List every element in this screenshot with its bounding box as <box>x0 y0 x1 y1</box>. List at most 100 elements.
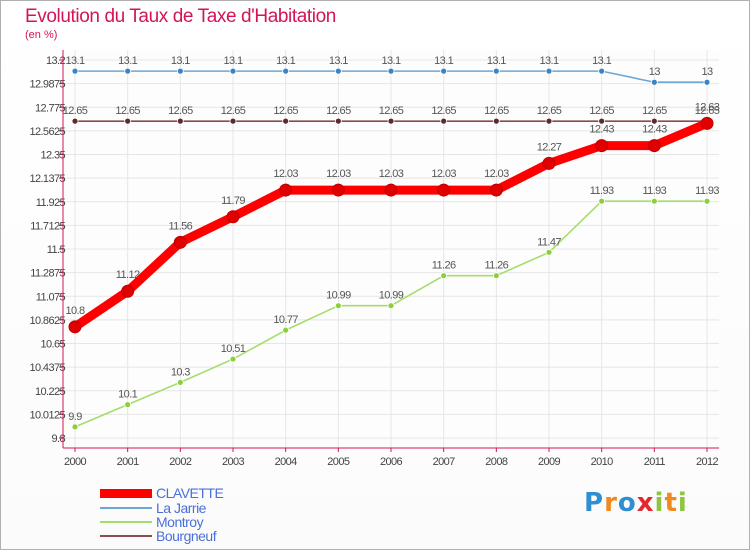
legend-item-clavette: CLAVETTE <box>100 485 300 501</box>
logo-letter: o <box>617 488 637 518</box>
y-tick-label: 12.5625 <box>29 126 65 138</box>
data-point-montroy <box>440 272 448 280</box>
data-label-bourgneuf: 12.65 <box>379 105 404 117</box>
data-label-la-jarrie: 13.1 <box>223 55 242 67</box>
data-label-montroy: 10.51 <box>221 343 246 355</box>
data-point-bourgneuf <box>440 117 448 125</box>
data-point-montroy <box>176 379 184 386</box>
data-point-montroy <box>229 355 237 363</box>
data-label-montroy: 10.3 <box>171 366 190 378</box>
y-tick-label: 12.9875 <box>29 79 65 91</box>
data-label-clavette: 12.03 <box>431 168 456 180</box>
x-tick-label: 2003 <box>222 456 245 468</box>
data-label-bourgneuf: 12.65 <box>589 105 614 117</box>
legend-swatch-la-jarrie <box>100 507 152 509</box>
data-point-bourgneuf <box>71 117 79 125</box>
x-tick-label: 2012 <box>696 456 719 468</box>
data-label-bourgneuf: 12.65 <box>168 105 193 117</box>
data-label-la-jarrie: 13.1 <box>487 55 506 67</box>
data-point-la-jarrie <box>545 67 553 75</box>
data-point-clavette <box>121 284 135 298</box>
legend-swatch-bourgneuf <box>100 535 152 537</box>
data-point-la-jarrie <box>176 67 184 75</box>
data-label-montroy: 11.93 <box>590 185 614 197</box>
x-tick-label: 2009 <box>538 456 561 468</box>
data-point-montroy <box>334 302 342 310</box>
data-label-montroy: 11.93 <box>642 185 666 197</box>
data-point-bourgneuf <box>229 117 237 125</box>
data-label-bourgneuf: 12.65 <box>484 105 509 117</box>
x-tick-label: 2010 <box>591 456 614 468</box>
data-point-la-jarrie <box>229 67 237 75</box>
data-point-clavette <box>595 139 609 153</box>
data-label-montroy: 9.9 <box>68 411 82 423</box>
x-tick-label: 2002 <box>169 456 192 468</box>
data-label-la-jarrie: 13.1 <box>171 55 190 67</box>
logo-letter: t <box>664 488 678 518</box>
data-label-la-jarrie: 13 <box>649 66 661 78</box>
data-point-la-jarrie <box>598 67 606 75</box>
data-point-clavette <box>437 183 451 197</box>
data-point-bourgneuf <box>492 117 500 125</box>
legend-swatch-montroy <box>100 521 152 523</box>
data-point-la-jarrie <box>124 67 132 75</box>
x-tick-label: 2001 <box>117 456 140 468</box>
data-point-montroy <box>124 401 132 409</box>
data-point-clavette <box>542 156 556 170</box>
data-label-bourgneuf: 12.65 <box>326 105 351 117</box>
data-label-clavette: 11.79 <box>221 195 245 207</box>
data-label-la-jarrie: 13.1 <box>592 55 611 67</box>
y-tick-label: 10.0125 <box>29 409 65 421</box>
data-point-clavette <box>647 139 661 153</box>
data-point-bourgneuf <box>545 117 553 125</box>
data-point-montroy <box>598 197 606 205</box>
data-label-montroy: 11.93 <box>695 185 719 197</box>
data-label-bourgneuf: 12.65 <box>221 105 246 117</box>
data-point-montroy <box>71 423 79 431</box>
data-point-clavette <box>331 183 345 197</box>
y-tick-label: 12.1375 <box>29 173 65 185</box>
data-label-clavette: 10.8 <box>65 305 84 317</box>
data-label-clavette: 11.12 <box>116 269 140 281</box>
data-label-clavette: 12.43 <box>642 124 667 136</box>
logo-letter: i <box>654 488 665 518</box>
data-point-la-jarrie <box>440 67 448 75</box>
data-label-clavette: 12.03 <box>326 168 351 180</box>
data-label-clavette: 12.43 <box>589 124 614 136</box>
data-label-bourgneuf: 12.65 <box>642 105 667 117</box>
y-tick-label: 11.5 <box>47 244 66 256</box>
x-tick-label: 2004 <box>275 456 298 468</box>
data-label-bourgneuf: 12.65 <box>273 105 298 117</box>
data-point-bourgneuf <box>598 117 606 125</box>
data-label-la-jarrie: 13.1 <box>434 55 453 67</box>
data-point-clavette <box>68 320 82 334</box>
x-tick-label: 2011 <box>644 456 666 468</box>
data-label-montroy: 10.77 <box>273 314 298 326</box>
data-point-montroy <box>387 302 395 310</box>
data-point-montroy <box>650 197 658 205</box>
legend-item-montroy: Montroy <box>100 514 300 530</box>
data-label-la-jarrie: 13.1 <box>276 55 295 67</box>
data-point-clavette <box>279 183 293 197</box>
data-label-bourgneuf: 12.65 <box>695 105 720 117</box>
data-point-clavette <box>700 116 714 130</box>
data-label-clavette: 12.63 <box>695 101 720 113</box>
line-chart: 9.8 10.0125 10.225 10.4375 10.65 10.8625 11.07… <box>29 50 720 468</box>
y-tick-label: 10.8625 <box>29 315 65 327</box>
legend-item-bourgneuf: Bourgneuf <box>100 528 300 544</box>
data-point-montroy <box>703 197 711 205</box>
data-point-clavette <box>173 235 187 249</box>
data-label-montroy: 11.26 <box>432 260 456 272</box>
data-point-montroy <box>545 248 553 256</box>
data-label-bourgneuf: 12.65 <box>431 105 456 117</box>
x-tick-label: 2000 <box>64 456 87 468</box>
data-point-la-jarrie <box>334 67 342 75</box>
data-point-bourgneuf <box>387 117 395 125</box>
data-label-montroy: 11.26 <box>484 260 508 272</box>
y-tick-label: 10.225 <box>35 386 66 398</box>
data-label-la-jarrie: 13.1 <box>65 55 84 67</box>
chart-subtitle: (en %) <box>25 29 58 41</box>
data-label-montroy: 10.99 <box>326 290 351 302</box>
x-tick-label: 2008 <box>485 456 508 468</box>
y-tick-label: 13.2 <box>46 55 65 67</box>
